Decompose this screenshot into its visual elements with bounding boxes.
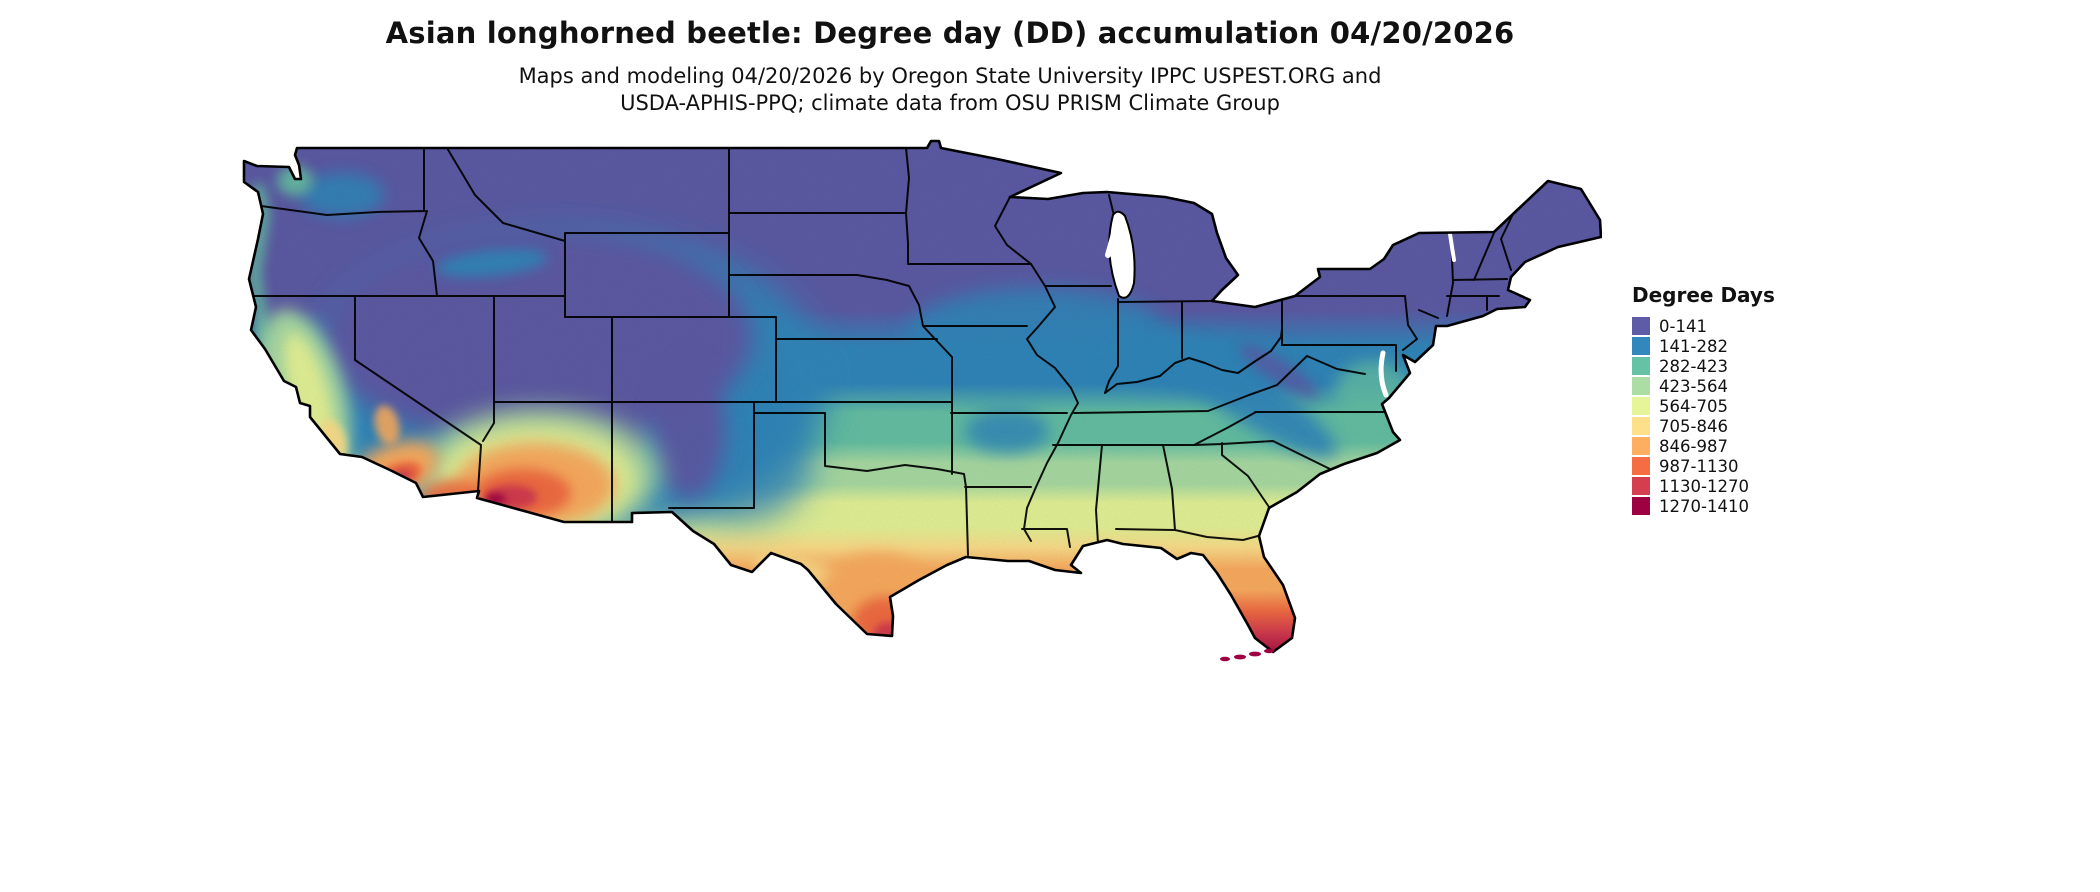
subtitle-line-1: Maps and modeling 04/20/2026 by Oregon S… <box>518 64 1382 88</box>
legend-item: 423-564 <box>1632 376 1775 396</box>
legend-item: 705-846 <box>1632 416 1775 436</box>
lake-champlain <box>1448 232 1456 262</box>
legend-item: 1270-1410 <box>1632 496 1775 516</box>
country-outline <box>242 139 1603 654</box>
legend: Degree Days 0-141 141-282 282-423 423-564 56… <box>1632 283 1775 516</box>
chesapeake-bay <box>1378 350 1389 398</box>
legend-item: 987-1130 <box>1632 456 1775 476</box>
legend-item: 0-141 <box>1632 316 1775 336</box>
legend-items: 0-141 141-282 282-423 423-564 564-705 705-846… <box>1632 316 1775 516</box>
legend-swatch <box>1632 437 1650 455</box>
legend-item: 564-705 <box>1632 396 1775 416</box>
us-degree-day-map <box>237 133 1603 663</box>
legend-swatch <box>1632 317 1650 335</box>
map-fill-layers <box>244 141 1601 652</box>
legend-swatch <box>1632 357 1650 375</box>
legend-label: 423-564 <box>1659 376 1728 396</box>
legend-swatch <box>1632 497 1650 515</box>
legend-label: 564-705 <box>1659 396 1728 416</box>
legend-label: 987-1130 <box>1659 456 1739 476</box>
legend-label: 141-282 <box>1659 336 1728 356</box>
great-lakes <box>1105 210 1456 398</box>
legend-swatch <box>1632 397 1650 415</box>
legend-item: 282-423 <box>1632 356 1775 376</box>
map-header: Asian longhorned beetle: Degree day (DD)… <box>0 16 1900 117</box>
map-title: Asian longhorned beetle: Degree day (DD)… <box>385 16 1515 50</box>
legend-item: 141-282 <box>1632 336 1775 356</box>
legend-label: 705-846 <box>1659 416 1728 436</box>
legend-label: 846-987 <box>1659 436 1728 456</box>
conus-map-svg <box>242 139 1603 662</box>
legend-title: Degree Days <box>1632 283 1775 307</box>
legend-label: 282-423 <box>1659 356 1728 376</box>
legend-swatch <box>1632 337 1650 355</box>
map-subtitle: Maps and modeling 04/20/2026 by Oregon S… <box>0 63 1900 117</box>
legend-label: 1270-1410 <box>1659 496 1749 516</box>
state-borders <box>250 147 1514 556</box>
legend-swatch <box>1632 477 1650 495</box>
legend-label: 1130-1270 <box>1659 476 1749 496</box>
noise-texture <box>244 141 1601 652</box>
legend-swatch <box>1632 377 1650 395</box>
legend-swatch <box>1632 457 1650 475</box>
subtitle-line-2: USDA-APHIS-PPQ; climate data from OSU PR… <box>620 91 1280 115</box>
legend-swatch <box>1632 417 1650 435</box>
legend-item: 846-987 <box>1632 436 1775 456</box>
legend-item: 1130-1270 <box>1632 476 1775 496</box>
green-bay <box>1105 227 1118 258</box>
legend-label: 0-141 <box>1659 316 1707 336</box>
florida-keys <box>1220 648 1274 662</box>
